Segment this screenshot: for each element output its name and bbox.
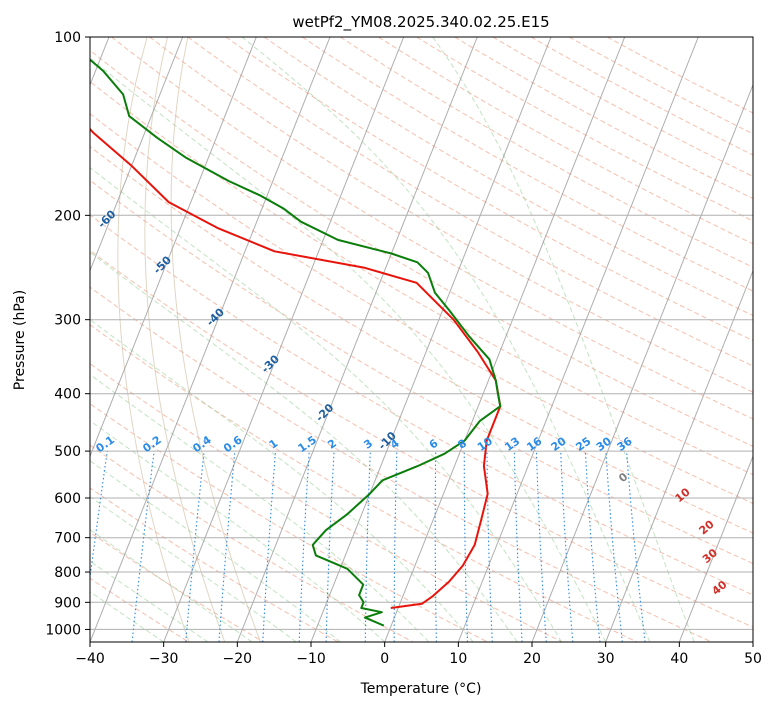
y-tick-label: 500: [54, 444, 81, 460]
moist-adiabat-line: [90, 57, 607, 642]
x-tick-label: −10: [296, 651, 326, 667]
moist-adiabat-line: [90, 591, 164, 642]
mixing-ratio-line: [90, 451, 108, 582]
x-tick-label: −40: [75, 651, 105, 667]
isotherm-line: [310, 37, 552, 642]
y-tick-label: 900: [54, 595, 81, 611]
y-tick-label: 400: [54, 387, 81, 403]
x-tick-label: −20: [223, 651, 253, 667]
mixing-ratio-line: [584, 451, 601, 642]
x-tick-label: 40: [670, 651, 688, 667]
y-tick-label: 700: [54, 531, 81, 547]
isotherm-line: [605, 269, 753, 642]
isotherm-line: [90, 37, 331, 642]
moist-adiabat-line: [90, 560, 209, 642]
dry-adiabat-line: [90, 179, 753, 565]
mixing-ratio-line: [185, 451, 205, 642]
y-axis-label: Pressure (hPa): [12, 290, 28, 390]
dry-adiabat-line: [90, 49, 753, 447]
mixing-ratio-line: [131, 451, 155, 642]
mixing-ratio-line: [626, 451, 646, 642]
y-tick-label: 800: [54, 565, 81, 581]
y-tick-label: 600: [54, 491, 81, 507]
y-tick-label: 200: [54, 208, 81, 224]
reference-curve: [170, 37, 261, 642]
moist-adiabat-line: [90, 373, 430, 642]
isotherm-line: [384, 37, 626, 642]
dry-adiabat-line: [187, 37, 753, 367]
moist-adiabat-line: [90, 460, 341, 642]
reference-curve: [117, 37, 190, 642]
dewpoint-profile-line: [90, 58, 502, 627]
x-tick-label: 20: [523, 651, 541, 667]
temperature-profile-line: [90, 127, 502, 609]
isotherm-line: [163, 37, 405, 642]
y-tick-label: 1000: [45, 622, 81, 638]
isotherm-line: [90, 37, 257, 458]
dry-adiabat-line: [90, 487, 339, 642]
dry-adiabat-line: [90, 286, 712, 642]
x-axis-label: Temperature (°C): [360, 681, 482, 697]
isotherm-line: [236, 37, 478, 642]
dry-adiabat-line: [111, 37, 753, 420]
isotherm-line: [531, 83, 753, 642]
y-tick-label: 300: [54, 313, 81, 329]
y-tick-label: 100: [54, 30, 81, 46]
dry-adiabat-line: [90, 113, 753, 505]
dry-adiabat-line: [90, 577, 190, 642]
x-tick-label: 0: [380, 651, 389, 667]
isotherm-line: [90, 37, 184, 273]
moist-adiabat-line: [90, 251, 518, 642]
dry-adiabat-line: [263, 37, 753, 317]
dry-adiabat-line: [90, 531, 264, 642]
x-tick-label: 50: [744, 651, 762, 667]
dry-adiabat-line: [90, 324, 638, 642]
moist-adiabat-line: [90, 166, 562, 642]
dry-adiabat-line: [90, 214, 753, 596]
moist-adiabat-line: [241, 37, 651, 642]
moist-adiabat-line: [90, 529, 253, 642]
dry-adiabat-line: [225, 37, 753, 342]
x-tick-label: 30: [597, 651, 615, 667]
mixing-ratio-line: [605, 451, 623, 642]
plot-frame: [89, 36, 754, 643]
isotherm-line: [678, 454, 753, 642]
dry-adiabat-line: [90, 81, 753, 476]
dry-adiabat-line: [90, 249, 753, 628]
chart-title: wetPf2_YM08.2025.340.02.25.E15: [292, 13, 549, 32]
mixing-ratio-line: [218, 451, 236, 642]
moist-adiabat-line: [432, 37, 695, 642]
isotherm-line: [457, 37, 699, 642]
x-tick-label: 10: [449, 651, 467, 667]
x-tick-label: −30: [149, 651, 179, 667]
reference-curve: [144, 37, 226, 642]
moist-adiabat-line: [90, 420, 386, 642]
dry-adiabat-line: [90, 403, 488, 642]
